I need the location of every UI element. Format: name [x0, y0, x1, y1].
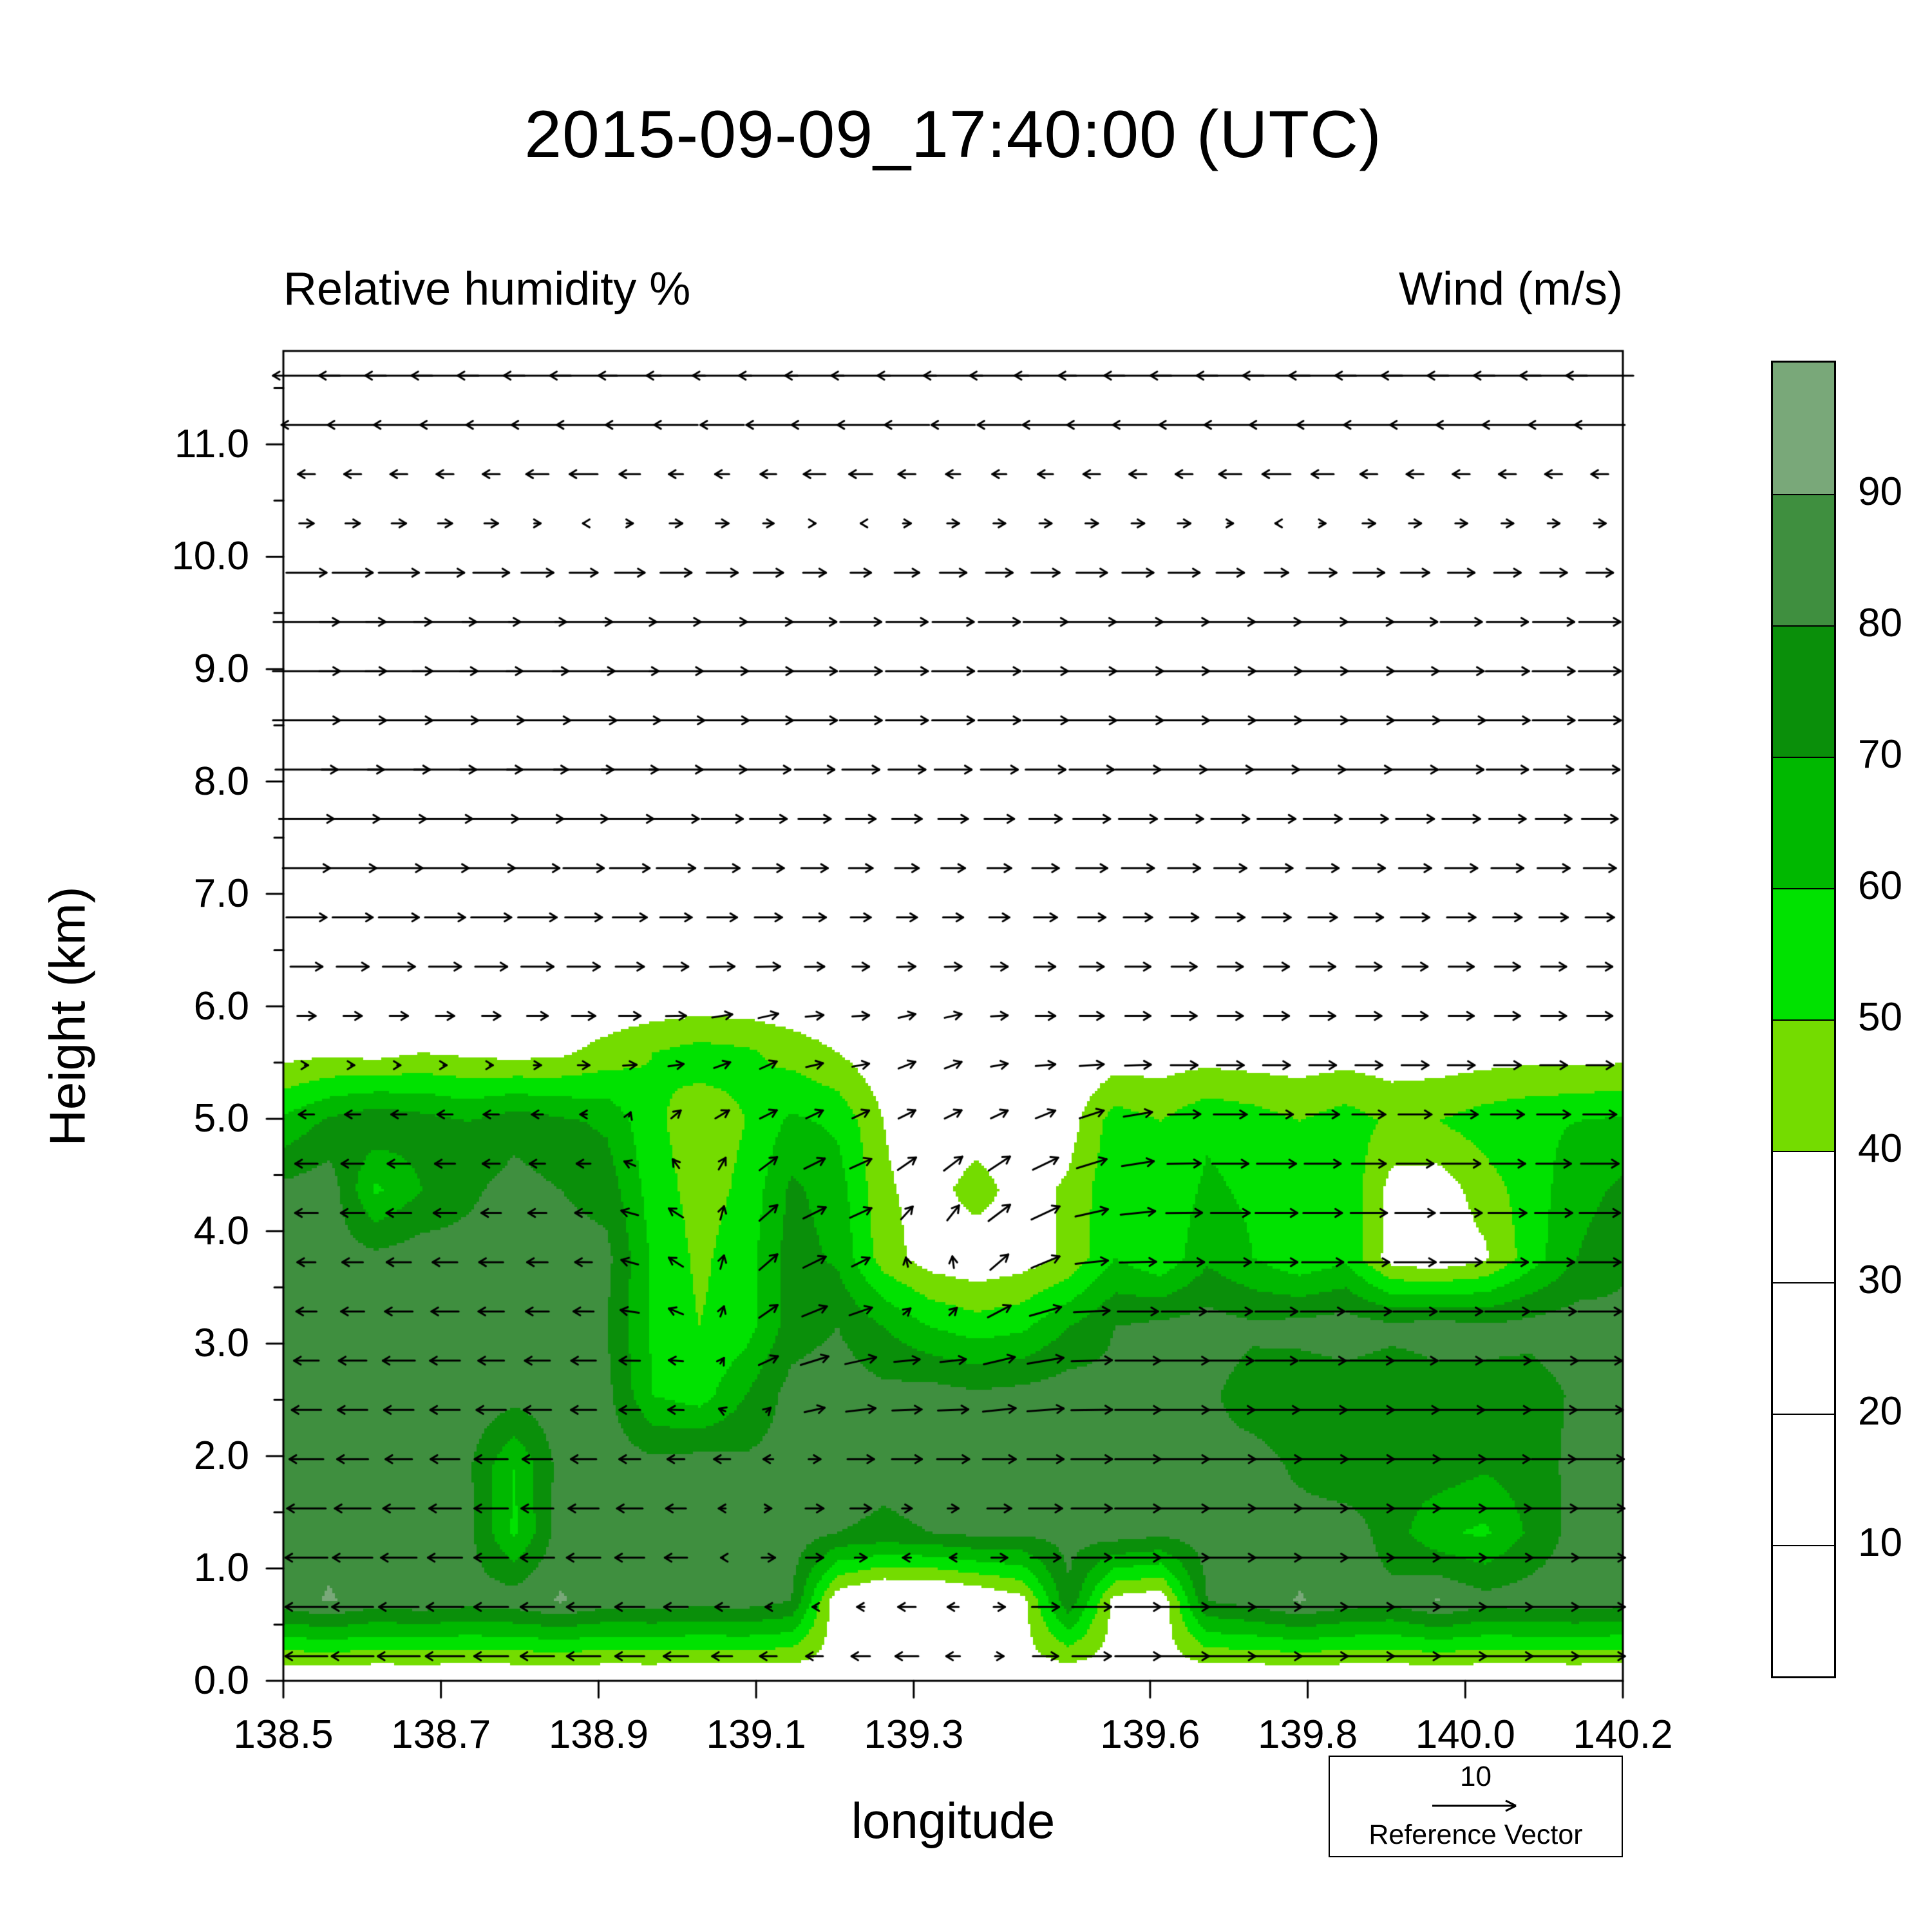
left-plot-title: Relative humidity % [283, 263, 691, 315]
colorbar-tick-label: 40 [1858, 1126, 1902, 1171]
colorbar-tick-label: 90 [1858, 469, 1902, 514]
plot-subtitles: Relative humidity % Wind (m/s) [283, 263, 1623, 316]
x-tick-label: 139.6 [1100, 1712, 1200, 1757]
colorbar-cell [1773, 757, 1834, 888]
colorbar-tick-label: 70 [1858, 732, 1902, 777]
colorbar [1771, 361, 1836, 1678]
y-axis-label: Height (km) [39, 886, 96, 1146]
y-tick-label: 1.0 [193, 1546, 249, 1591]
y-tick-label: 11.0 [174, 421, 249, 466]
colorbar-tick-label: 10 [1858, 1520, 1902, 1565]
colorbar-cell [1773, 1019, 1834, 1151]
y-tick-label: 10.0 [171, 534, 249, 579]
y-tick-label: 0.0 [193, 1658, 249, 1703]
figure-title: 2015-09-09_17:40:00 (UTC) [524, 97, 1382, 172]
colorbar-tick-label: 60 [1858, 864, 1902, 908]
y-tick-label: 4.0 [193, 1208, 249, 1253]
y-tick-label: 9.0 [193, 646, 249, 691]
colorbar-cell [1773, 1151, 1834, 1282]
reference-vector-label: Reference Vector [1368, 1819, 1583, 1850]
x-tick-label: 140.2 [1573, 1712, 1673, 1757]
x-tick-label: 138.7 [391, 1712, 491, 1757]
x-tick-label: 139.1 [706, 1712, 806, 1757]
colorbar-cell [1773, 1282, 1834, 1414]
y-tick-label: 3.0 [193, 1321, 249, 1366]
y-tick-label: 6.0 [193, 983, 249, 1028]
reference-vector-value: 10 [1460, 1761, 1492, 1792]
y-tick-label: 7.0 [193, 871, 249, 916]
reference-vector-box: 10 Reference Vector [1329, 1756, 1623, 1857]
colorbar-tick-label: 30 [1858, 1258, 1902, 1302]
y-tick-label: 8.0 [193, 759, 249, 804]
x-axis-label: longitude [851, 1792, 1056, 1849]
humidity-wind-cross-section-plot [245, 312, 1662, 1719]
colorbar-cell [1773, 1545, 1834, 1676]
y-tick-label: 5.0 [193, 1096, 249, 1141]
colorbar-tick-label: 80 [1858, 601, 1902, 645]
colorbar-cell [1773, 494, 1834, 625]
y-tick-label: 2.0 [193, 1433, 249, 1478]
x-tick-label: 140.0 [1415, 1712, 1515, 1757]
reference-vector-arrow [1432, 1799, 1517, 1812]
colorbar-cell [1773, 625, 1834, 757]
colorbar-cell [1773, 363, 1834, 494]
x-tick-label: 138.5 [233, 1712, 334, 1757]
colorbar-tick-label: 20 [1858, 1389, 1902, 1434]
x-tick-label: 139.3 [864, 1712, 964, 1757]
right-plot-title: Wind (m/s) [1399, 263, 1623, 315]
x-tick-label: 138.9 [548, 1712, 649, 1757]
x-tick-label: 139.8 [1258, 1712, 1358, 1757]
colorbar-tick-label: 50 [1858, 995, 1902, 1039]
colorbar-cell [1773, 888, 1834, 1019]
colorbar-cell [1773, 1414, 1834, 1545]
